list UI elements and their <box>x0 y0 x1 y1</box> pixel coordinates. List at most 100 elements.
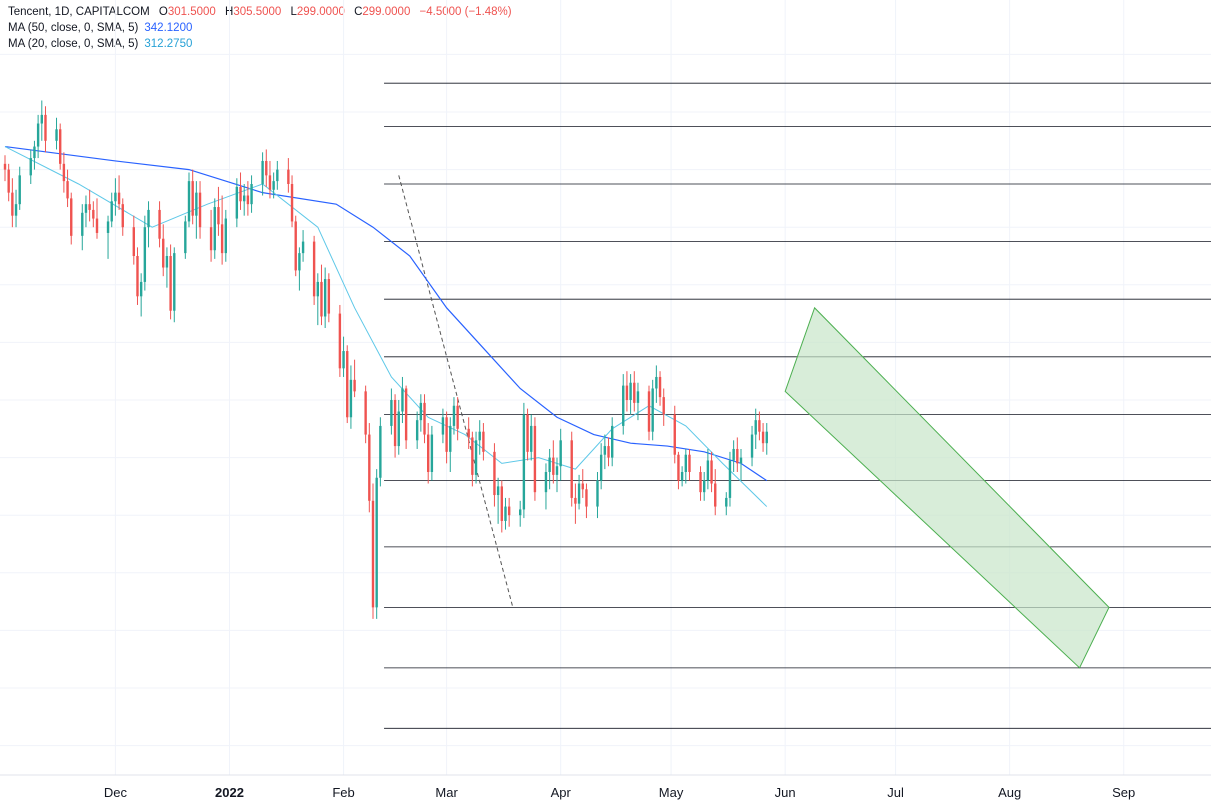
candle-body <box>390 400 393 426</box>
candle <box>544 463 548 510</box>
candle <box>287 158 290 193</box>
candle <box>500 480 503 533</box>
candle <box>699 466 702 501</box>
candle-body <box>699 472 702 493</box>
dashed-trendline[interactable] <box>398 175 514 608</box>
candle <box>18 166 21 210</box>
candle <box>165 247 169 288</box>
time-axis-label[interactable]: May <box>659 785 684 800</box>
candle-body <box>552 457 555 475</box>
candle <box>239 172 242 210</box>
candle <box>59 123 62 170</box>
candle-body <box>239 186 242 202</box>
time-axis-label[interactable]: Sep <box>1112 785 1135 800</box>
candle-body <box>533 425 537 493</box>
candle <box>169 244 172 320</box>
candle-body <box>574 497 577 504</box>
candle <box>346 345 349 424</box>
candle-body <box>62 163 66 182</box>
candle-body <box>688 454 691 472</box>
candle <box>504 497 507 530</box>
candle-body <box>18 175 21 205</box>
time-axis-label[interactable]: Jul <box>887 785 904 800</box>
candle-body <box>599 454 603 481</box>
candle-body <box>471 437 474 475</box>
candle-body <box>636 391 640 403</box>
candle-body <box>220 224 224 254</box>
candle-body <box>243 195 246 202</box>
candle <box>478 420 481 455</box>
candle <box>629 374 632 415</box>
candle-body <box>224 218 227 254</box>
candle-body <box>169 256 172 311</box>
candle <box>401 376 404 424</box>
legend-close: 299.0000 <box>362 6 411 18</box>
candle <box>298 247 301 291</box>
candle-body <box>622 385 625 426</box>
candle <box>320 264 323 326</box>
descending-channel[interactable] <box>784 306 1110 669</box>
candle-body <box>761 431 765 444</box>
time-axis-label[interactable]: Feb <box>332 785 354 800</box>
time-axis-label[interactable]: Aug <box>998 785 1021 800</box>
candle <box>70 192 73 245</box>
candle <box>312 235 316 305</box>
candle <box>651 379 654 441</box>
time-axis-label[interactable]: Jun <box>775 785 796 800</box>
candle-body <box>496 486 500 496</box>
legend-row-ma50[interactable]: MA (50, close, 0, SMA, 5) 342.1200 <box>8 20 192 36</box>
candle <box>456 397 459 441</box>
candle <box>66 169 69 208</box>
candle <box>368 423 371 513</box>
candle <box>703 472 706 501</box>
time-axis[interactable]: Dec 2022 Feb Mar Apr May Jun Jul Aug Sep <box>104 785 1135 800</box>
candle-body <box>736 448 739 464</box>
candle-body <box>187 181 191 222</box>
candle <box>611 417 614 467</box>
candle <box>419 394 423 432</box>
candle-body <box>526 414 529 452</box>
candle <box>404 385 408 449</box>
candle <box>728 451 732 507</box>
candle <box>121 198 124 236</box>
time-axis-label[interactable]: 2022 <box>215 785 244 800</box>
candle <box>364 385 367 444</box>
candle <box>552 440 555 484</box>
candle-body <box>430 434 434 472</box>
time-axis-label[interactable]: Dec <box>104 785 128 800</box>
candle-body <box>323 279 327 317</box>
candle-body <box>445 417 448 452</box>
candle <box>526 408 529 461</box>
candle-body <box>493 451 496 496</box>
candle-body <box>217 207 220 225</box>
candle-body <box>401 388 404 412</box>
candle <box>452 397 456 435</box>
time-axis-label[interactable]: Mar <box>435 785 458 800</box>
candle-body <box>106 221 110 233</box>
candle-body <box>441 417 445 435</box>
candle <box>276 160 279 190</box>
candle-body <box>507 506 511 516</box>
candle <box>467 417 470 449</box>
candle-body <box>162 238 165 268</box>
candle-body <box>265 160 268 176</box>
candle <box>430 425 434 481</box>
candle <box>581 469 584 498</box>
candle <box>522 402 526 519</box>
candle-body <box>404 388 408 441</box>
candle-body <box>728 460 732 498</box>
candle-body <box>482 431 485 452</box>
candle-body <box>184 221 187 254</box>
candle-body <box>165 256 169 268</box>
candle <box>316 273 319 326</box>
candle <box>132 215 135 265</box>
time-axis-label[interactable]: Apr <box>551 785 572 800</box>
candle-body <box>555 466 559 475</box>
horizontal-levels[interactable] <box>384 82 1211 729</box>
candle <box>677 451 680 490</box>
legend-row-ma20[interactable]: MA (20, close, 0, SMA, 5) 312.2750 <box>8 36 192 52</box>
candle <box>533 417 537 501</box>
candle <box>736 437 739 472</box>
candle-body <box>44 114 47 141</box>
